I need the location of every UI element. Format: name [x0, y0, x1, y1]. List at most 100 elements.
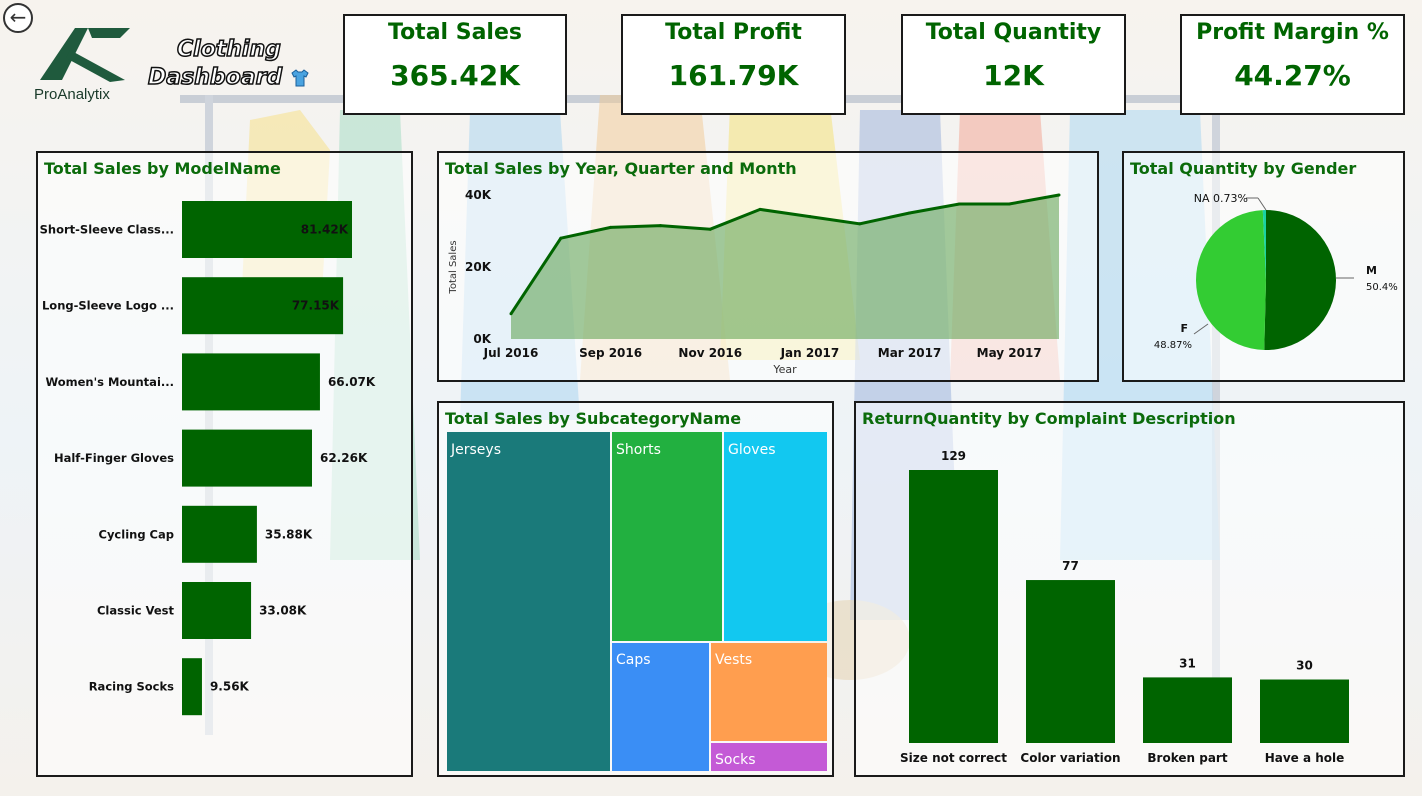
- gender-label-f: F: [1180, 322, 1188, 335]
- treemap-label-jerseys: Jerseys: [450, 442, 501, 458]
- return-category-label: Have a hole: [1265, 751, 1345, 765]
- return-category-label: Size not correct: [900, 751, 1007, 765]
- kpi-value: 12K: [983, 59, 1044, 92]
- treemap-tile-socks[interactable]: [711, 743, 827, 771]
- gender-leader-f: [1193, 323, 1209, 335]
- trend-point: [957, 202, 961, 206]
- gender-slice-f: [1196, 210, 1266, 350]
- trend-point: [808, 215, 812, 219]
- subcategory-panel: Total Sales by SubcategoryName Jerseys S…: [437, 401, 834, 777]
- model-bar: [182, 277, 344, 335]
- treemap-label-gloves: Gloves: [728, 442, 776, 458]
- model-bar: [182, 505, 257, 563]
- trend-point: [609, 225, 613, 229]
- gender-title: Total Quantity by Gender: [1130, 159, 1357, 178]
- model-category-label: Cycling Cap: [99, 527, 175, 541]
- trend-point: [1007, 202, 1011, 206]
- model-value-label: 81.42K: [301, 223, 349, 237]
- dashboard-title-line1: Clothing: [176, 36, 281, 63]
- return-category-label: Color variation: [1020, 751, 1120, 765]
- model-value-label: 35.88K: [265, 527, 313, 541]
- treemap-label-vests: Vests: [715, 652, 752, 668]
- trend-panel: Total Sales by Year, Quarter and Month 0…: [437, 151, 1099, 382]
- trend-chart: 0K 20K 40K Jul 2016 Sep 2016 Nov 2016 Jan 2017…: [448, 188, 1061, 376]
- return-bar: [1026, 580, 1115, 743]
- brand-name: ProAnalytix: [34, 86, 110, 103]
- trend-ytick-label: 20K: [465, 260, 492, 274]
- model-value-label: 9.56K: [210, 680, 250, 694]
- treemap-label-caps: Caps: [616, 652, 651, 668]
- trend-ytick-label: 0K: [473, 332, 491, 346]
- gender-label-na: NA 0.73%: [1194, 192, 1248, 205]
- model-sales-title: Total Sales by ModelName: [44, 159, 281, 178]
- model-bar: [182, 353, 320, 411]
- model-category-label: Long-Sleeve Logo ...: [42, 299, 174, 313]
- subcategory-treemap: Jerseys Shorts Gloves Caps Vests Socks: [447, 432, 827, 771]
- kpi-value: 44.27%: [1234, 59, 1351, 92]
- trend-point: [559, 236, 563, 240]
- model-value-label: 62.26K: [320, 451, 368, 465]
- gender-value-f: 48.87%: [1154, 340, 1192, 351]
- gender-leader-na: [1257, 197, 1267, 211]
- return-bar: [1260, 679, 1349, 743]
- kpi-label: Total Profit: [665, 20, 802, 45]
- model-sales-chart: Short-Sleeve Class... 81.42K Long-Sleeve L…: [40, 201, 376, 716]
- back-arrow-icon[interactable]: ←: [3, 3, 33, 33]
- model-category-label: Short-Sleeve Class...: [40, 223, 174, 237]
- treemap-tile-vests[interactable]: [711, 643, 827, 741]
- trend-xtick-label: Jan 2017: [780, 346, 840, 360]
- trend-xtick-label: Sep 2016: [579, 346, 642, 360]
- kpi-label: Total Quantity: [925, 20, 1102, 45]
- kpi-value: 365.42K: [390, 59, 520, 92]
- kpi-label: Total Sales: [387, 20, 522, 45]
- kpi-total-profit: Total Profit 161.79K: [621, 14, 846, 115]
- treemap-tile-caps[interactable]: [612, 643, 709, 771]
- gender-slice-m: [1264, 210, 1337, 350]
- return-category-label: Broken part: [1147, 751, 1227, 765]
- return-value-label: 31: [1179, 656, 1196, 670]
- return-bar: [909, 470, 998, 743]
- trend-title: Total Sales by Year, Quarter and Month: [445, 159, 797, 178]
- trend-point: [758, 207, 762, 211]
- model-bar: [182, 201, 352, 258]
- model-category-label: Classic Vest: [97, 604, 175, 618]
- model-sales-panel: Total Sales by ModelName Short-Sleeve Cl…: [36, 151, 413, 777]
- trend-point: [658, 224, 662, 228]
- return-bar: [1143, 677, 1232, 743]
- treemap-tile-gloves[interactable]: [724, 432, 827, 641]
- model-value-label: 66.07K: [328, 375, 376, 389]
- kpi-total-quantity: Total Quantity 12K: [901, 14, 1126, 115]
- treemap-label-shorts: Shorts: [616, 442, 661, 458]
- trend-xtick-label: Nov 2016: [678, 346, 742, 360]
- dashboard-title-line2: Dashboard: [147, 64, 283, 91]
- gender-value-m: 50.4%: [1366, 282, 1398, 293]
- trend-point: [858, 222, 862, 226]
- proanalytix-logo: [40, 28, 130, 82]
- returns-chart: 129 Size not correct 77 Color variation 31 Br…: [900, 449, 1349, 765]
- model-value-label: 33.08K: [259, 604, 307, 618]
- model-value-label: 77.15K: [292, 299, 340, 313]
- treemap-tile-shorts[interactable]: [612, 432, 722, 641]
- return-value-label: 77: [1062, 559, 1079, 573]
- subcategory-title: Total Sales by SubcategoryName: [445, 409, 742, 428]
- returns-title: ReturnQuantity by Complaint Description: [862, 409, 1236, 428]
- model-bar: [182, 658, 202, 716]
- treemap-label-socks: Socks: [715, 752, 756, 768]
- treemap-tile-jerseys[interactable]: [447, 432, 610, 771]
- gender-panel: Total Quantity by Gender M 50.4% F 48.87% NA…: [1122, 151, 1405, 382]
- gender-chart: M 50.4% F 48.87% NA 0.73%: [1154, 192, 1398, 351]
- return-value-label: 30: [1296, 659, 1313, 673]
- kpi-value: 161.79K: [668, 59, 799, 92]
- trend-point: [509, 312, 513, 316]
- trend-y-axis-title: Total Sales: [448, 240, 459, 294]
- kpi-label: Profit Margin %: [1196, 20, 1389, 45]
- trend-point: [1057, 193, 1061, 197]
- model-bar: [182, 582, 252, 639]
- return-value-label: 129: [941, 449, 966, 463]
- trend-ytick-label: 40K: [465, 188, 492, 202]
- model-bar: [182, 429, 312, 487]
- model-category-label: Racing Socks: [89, 680, 174, 694]
- trend-line: [509, 193, 1060, 315]
- trend-point: [908, 211, 912, 215]
- dashboard-title: Clothing Dashboard: [147, 36, 310, 92]
